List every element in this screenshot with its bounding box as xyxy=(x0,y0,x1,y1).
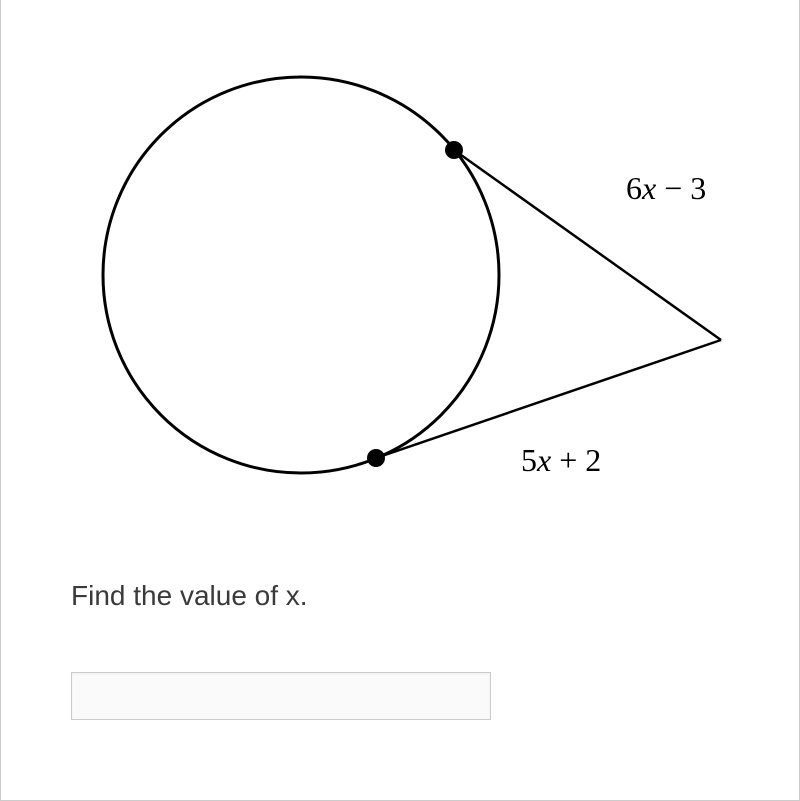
tangent-point-1 xyxy=(445,141,463,159)
diagram-area: 6x − 3 5x + 2 xyxy=(41,30,759,550)
geometry-diagram xyxy=(41,30,761,550)
question-prompt: Find the value of x. xyxy=(71,580,759,612)
tangent-label-1: 6x − 3 xyxy=(626,170,706,207)
problem-container: 6x − 3 5x + 2 Find the value of x. xyxy=(0,0,800,801)
circle xyxy=(103,77,499,473)
tangent-line-2 xyxy=(376,340,721,458)
tangent-label-2: 5x + 2 xyxy=(521,442,601,479)
answer-input[interactable] xyxy=(71,672,491,720)
tangent-point-2 xyxy=(367,449,385,467)
